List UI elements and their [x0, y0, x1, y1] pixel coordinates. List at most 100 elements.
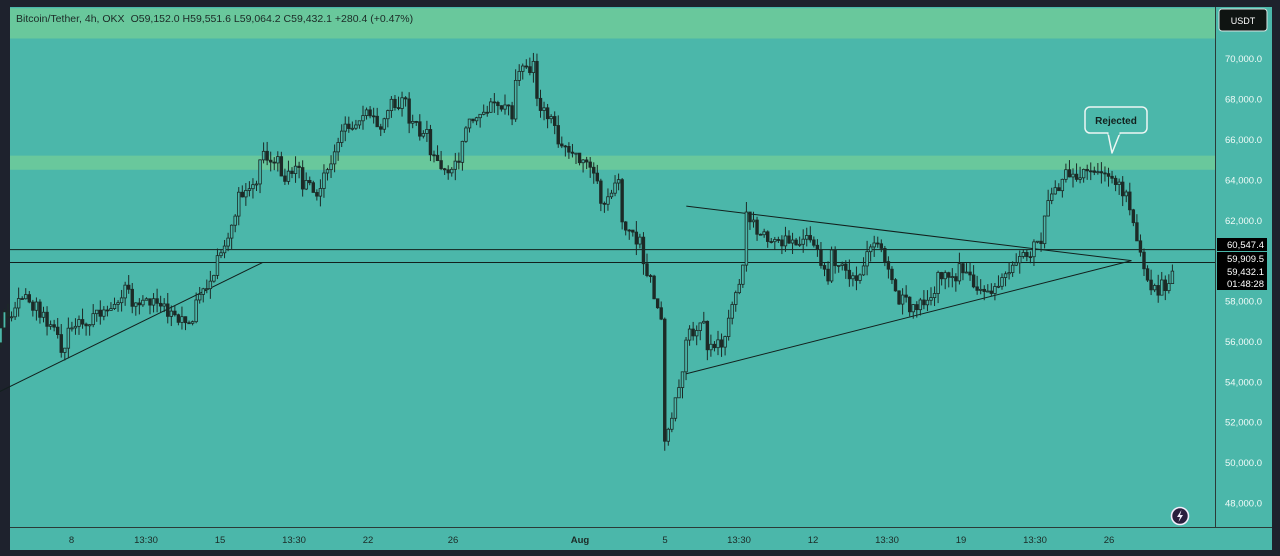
symbol-legend[interactable]: Bitcoin/Tether, 4h, OKX O59,152.0 H59,551…: [16, 13, 413, 25]
candle-body: [1032, 241, 1036, 258]
candle: [162, 298, 166, 313]
candle: [513, 69, 518, 122]
candle: [119, 289, 124, 312]
candle-body: [890, 268, 894, 281]
trendline-1[interactable]: [0, 262, 263, 398]
candle: [606, 188, 610, 211]
candle: [169, 305, 173, 327]
candle-body: [98, 309, 102, 317]
candle-body: [560, 143, 564, 147]
candle: [265, 141, 269, 166]
candle: [1018, 250, 1022, 274]
chart-pane[interactable]: [10, 7, 1215, 527]
lightning-icon[interactable]: [1170, 506, 1190, 526]
candle-body: [989, 290, 994, 294]
candle: [56, 317, 60, 339]
candle-body: [744, 211, 749, 266]
candle-body: [805, 235, 809, 240]
last-price-badge: 59,432.1 01:48:28: [1217, 265, 1267, 290]
candle-body: [457, 160, 461, 163]
candle-body: [833, 249, 837, 267]
candle-body: [421, 133, 426, 137]
candle: [986, 284, 990, 293]
candle: [570, 143, 575, 158]
candle: [751, 211, 756, 228]
candle: [726, 309, 731, 341]
candle: [851, 272, 855, 287]
horizontal-levels: [10, 249, 1215, 263]
candle: [1131, 208, 1136, 227]
candle-body: [577, 152, 582, 164]
candle: [0, 318, 3, 349]
candle-body: [627, 229, 631, 232]
candle-body: [151, 298, 156, 306]
candle-body: [808, 235, 812, 241]
trendline-3[interactable]: [686, 260, 1132, 375]
candle: [1085, 164, 1089, 180]
candle-body: [144, 298, 149, 301]
candle-body: [680, 371, 685, 388]
candle-body: [432, 154, 436, 157]
candle-body: [726, 317, 731, 337]
candle-body: [322, 172, 326, 189]
candle: [1003, 271, 1008, 287]
candle-body: [574, 152, 578, 155]
candle-body: [581, 159, 585, 164]
candle: [48, 320, 53, 330]
candle: [549, 114, 553, 124]
candle: [9, 311, 14, 322]
candle: [66, 317, 71, 359]
candle: [258, 159, 262, 194]
candle-body: [829, 249, 834, 282]
candle: [286, 160, 291, 185]
candle-body: [364, 109, 369, 116]
candle: [677, 379, 681, 399]
candle: [1032, 239, 1036, 266]
candle: [833, 246, 837, 274]
candle-body: [41, 311, 46, 318]
candle: [425, 120, 429, 142]
candle: [861, 257, 866, 276]
candle-body: [272, 161, 276, 164]
candle-body: [354, 124, 358, 129]
candle: [183, 316, 188, 331]
candle-body: [357, 120, 362, 126]
candle: [322, 164, 326, 198]
candle-body: [1138, 240, 1143, 253]
candle: [1042, 215, 1047, 249]
rejected-callout[interactable]: Rejected: [1084, 106, 1148, 154]
candle: [332, 144, 337, 173]
candle-body: [695, 330, 699, 337]
candle-body: [790, 239, 795, 244]
candle: [684, 336, 688, 381]
time-tick-label: 13:30: [282, 535, 306, 546]
candle-body: [858, 274, 862, 281]
candle-body: [872, 242, 876, 248]
candle: [471, 118, 475, 124]
candle: [112, 297, 117, 311]
candle: [446, 165, 450, 180]
candle: [503, 94, 507, 115]
candle-body: [698, 322, 702, 331]
time-axis-pane[interactable]: [10, 528, 1272, 550]
trendline-2[interactable]: [686, 205, 1132, 262]
candle-body: [361, 115, 365, 122]
candle: [1096, 163, 1100, 175]
candle: [510, 101, 514, 126]
candle: [229, 224, 234, 249]
candle-body: [954, 276, 958, 282]
currency-button[interactable]: USDT: [1218, 8, 1268, 32]
candle-body: [687, 328, 692, 341]
candle: [595, 164, 599, 184]
candle: [577, 152, 582, 166]
candle-body: [900, 294, 905, 305]
candle: [957, 252, 962, 285]
candle: [24, 288, 28, 300]
candle-body: [290, 170, 294, 174]
candle-body: [670, 417, 674, 430]
candle-body: [48, 324, 53, 327]
candle: [691, 321, 695, 341]
candle-body: [137, 302, 142, 306]
candle-body: [822, 265, 827, 270]
candle-body: [666, 428, 670, 442]
